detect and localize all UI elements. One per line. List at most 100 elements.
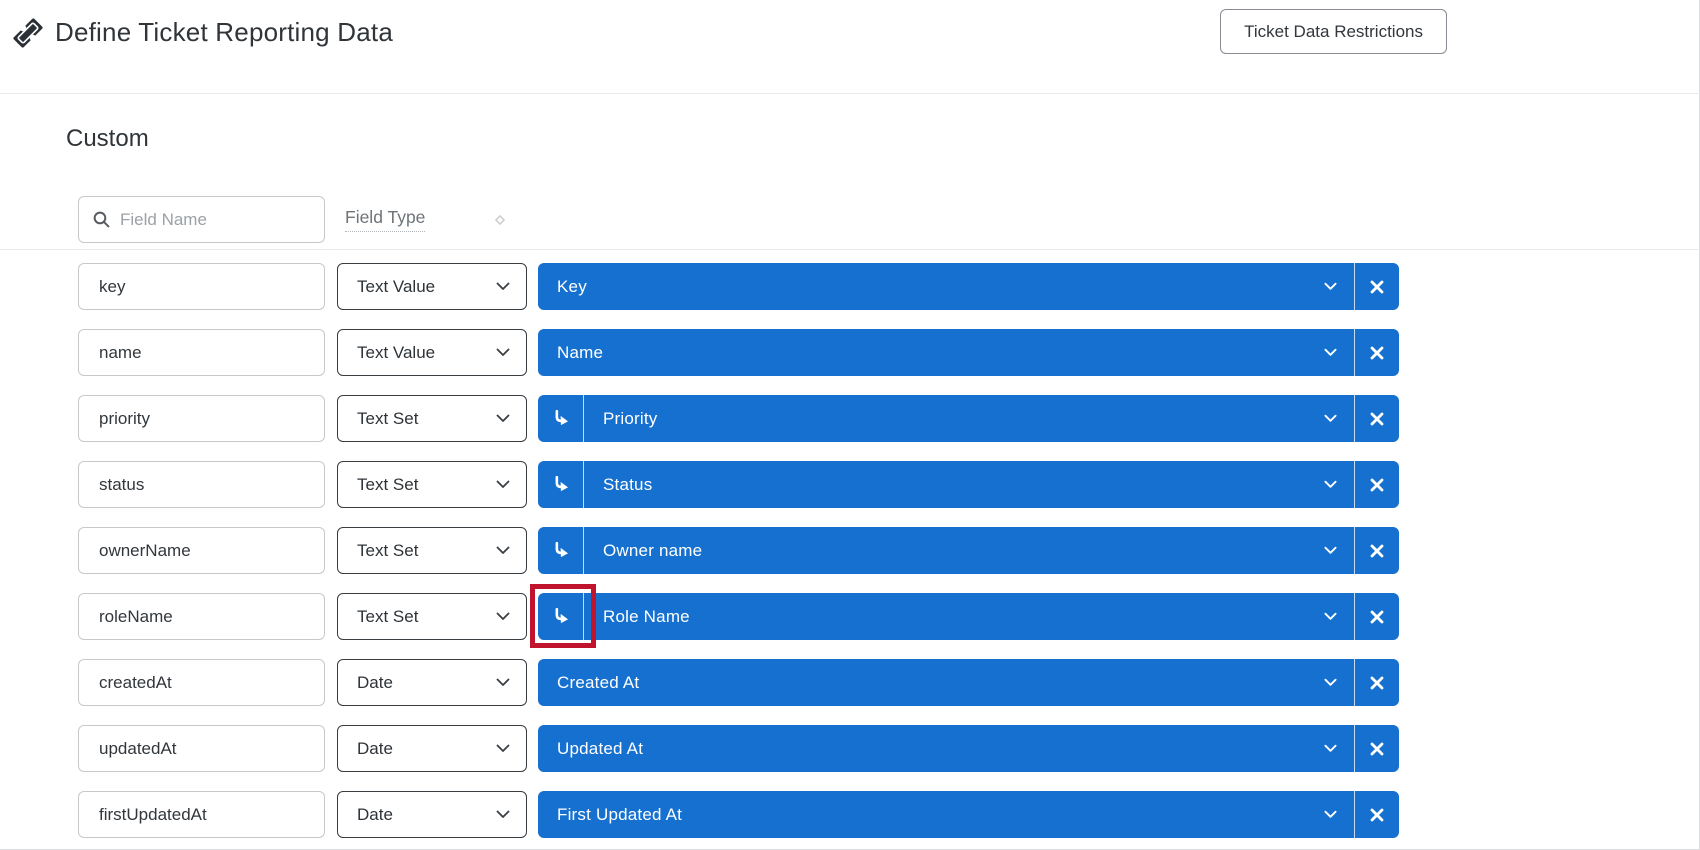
filter-divider bbox=[0, 249, 1700, 250]
field-type-value: Date bbox=[357, 804, 393, 824]
field-mapping-row: Text Set Status bbox=[78, 461, 1700, 508]
mapped-field-select[interactable]: Role Name bbox=[584, 593, 1354, 640]
field-name-search[interactable] bbox=[78, 196, 349, 243]
field-type-value: Text Value bbox=[357, 276, 436, 296]
field-name-input[interactable] bbox=[78, 527, 325, 574]
remove-mapping-button[interactable] bbox=[1354, 263, 1399, 310]
field-mapping-row: Text Value Name bbox=[78, 329, 1700, 376]
indent-arrow-icon bbox=[549, 605, 573, 629]
field-type-value: Text Set bbox=[357, 408, 419, 428]
field-type-select[interactable]: Date bbox=[337, 659, 527, 706]
remove-mapping-button[interactable] bbox=[1354, 791, 1399, 838]
indent-arrow-button[interactable] bbox=[538, 593, 584, 640]
field-name-input[interactable] bbox=[78, 329, 325, 376]
page-title: Define Ticket Reporting Data bbox=[55, 17, 393, 47]
indent-arrow-button[interactable] bbox=[538, 461, 584, 508]
mapped-field-control: First Updated At bbox=[538, 791, 1399, 838]
field-type-value: Text Value bbox=[357, 342, 436, 362]
mapped-field-label: First Updated At bbox=[557, 804, 683, 824]
mapped-field-label: Priority bbox=[603, 408, 658, 428]
field-type-select[interactable]: Date bbox=[337, 791, 527, 838]
chevron-down-icon bbox=[1324, 612, 1337, 621]
mapped-field-select[interactable]: Name bbox=[538, 329, 1354, 376]
x-icon bbox=[1369, 609, 1385, 625]
field-mapping-row: Date Updated At bbox=[78, 725, 1700, 772]
field-name-input[interactable] bbox=[78, 461, 325, 508]
chevron-down-icon bbox=[496, 678, 510, 687]
field-type-select[interactable]: Text Value bbox=[337, 263, 527, 310]
field-type-select[interactable]: Text Set bbox=[337, 461, 527, 508]
field-name-input[interactable] bbox=[78, 659, 325, 706]
field-type-value: Text Set bbox=[357, 540, 419, 560]
ticket-icon bbox=[10, 15, 46, 51]
mapped-field-control: Status bbox=[538, 461, 1399, 508]
chevron-down-icon bbox=[496, 480, 510, 489]
mapped-field-select[interactable]: Updated At bbox=[538, 725, 1354, 772]
chevron-down-icon bbox=[1324, 348, 1337, 357]
x-icon bbox=[1369, 741, 1385, 757]
remove-mapping-button[interactable] bbox=[1354, 461, 1399, 508]
mapped-field-control: Name bbox=[538, 329, 1399, 376]
field-name-input[interactable] bbox=[78, 791, 325, 838]
chevron-down-icon bbox=[496, 414, 510, 423]
mapped-field-select[interactable]: Created At bbox=[538, 659, 1354, 706]
field-type-select[interactable]: Text Set bbox=[337, 527, 527, 574]
remove-mapping-button[interactable] bbox=[1354, 659, 1399, 706]
filter-row: Field Type bbox=[78, 196, 1700, 243]
field-mapping-list: Text Value Key bbox=[0, 263, 1700, 838]
remove-mapping-button[interactable] bbox=[1354, 395, 1399, 442]
mapped-field-select[interactable]: Owner name bbox=[584, 527, 1354, 574]
chevron-down-icon bbox=[1324, 810, 1337, 819]
field-name-input[interactable] bbox=[78, 395, 325, 442]
field-type-select[interactable]: Date bbox=[337, 725, 527, 772]
field-type-filter[interactable]: Field Type bbox=[345, 207, 426, 232]
mapped-field-label: Status bbox=[603, 474, 653, 494]
field-name-input[interactable] bbox=[78, 593, 325, 640]
field-type-value: Text Set bbox=[357, 606, 419, 626]
field-name-input[interactable] bbox=[78, 725, 325, 772]
field-name-search-input[interactable] bbox=[111, 209, 349, 230]
chevron-down-icon bbox=[1324, 282, 1337, 291]
remove-mapping-button[interactable] bbox=[1354, 329, 1399, 376]
page-header: Define Ticket Reporting Data Ticket Data… bbox=[0, 0, 1700, 94]
x-icon bbox=[1369, 279, 1385, 295]
indent-arrow-icon bbox=[549, 407, 573, 431]
field-mapping-row: Text Set Owner name bbox=[78, 527, 1700, 574]
indent-arrow-button[interactable] bbox=[538, 395, 584, 442]
remove-mapping-button[interactable] bbox=[1354, 593, 1399, 640]
search-icon bbox=[92, 210, 111, 229]
field-mapping-row: Text Value Key bbox=[78, 263, 1700, 310]
chevron-down-icon bbox=[1324, 480, 1337, 489]
chevron-down-icon bbox=[1324, 744, 1337, 753]
mapped-field-select[interactable]: Key bbox=[538, 263, 1354, 310]
mapped-field-label: Created At bbox=[557, 672, 640, 692]
mapped-field-control: Owner name bbox=[538, 527, 1399, 574]
field-name-input[interactable] bbox=[78, 263, 325, 310]
field-type-select[interactable]: Text Value bbox=[337, 329, 527, 376]
chevron-down-icon bbox=[496, 810, 510, 819]
mapped-field-label: Owner name bbox=[603, 540, 703, 560]
remove-mapping-button[interactable] bbox=[1354, 527, 1399, 574]
mapped-field-control: Updated At bbox=[538, 725, 1399, 772]
mapped-field-select[interactable]: First Updated At bbox=[538, 791, 1354, 838]
diamond-icon[interactable] bbox=[493, 213, 507, 227]
ticket-data-restrictions-button[interactable]: Ticket Data Restrictions bbox=[1220, 9, 1447, 54]
field-type-value: Date bbox=[357, 672, 393, 692]
field-type-select[interactable]: Text Set bbox=[337, 593, 527, 640]
mapped-field-control: Role Name bbox=[530, 584, 1399, 648]
mapped-field-control: Key bbox=[538, 263, 1399, 310]
indent-arrow-icon bbox=[549, 539, 573, 563]
indent-arrow-button[interactable] bbox=[538, 527, 584, 574]
mapped-field-label: Key bbox=[557, 276, 587, 296]
x-icon bbox=[1369, 807, 1385, 823]
x-icon bbox=[1369, 675, 1385, 691]
mapped-field-select[interactable]: Status bbox=[584, 461, 1354, 508]
mapped-field-select[interactable]: Priority bbox=[584, 395, 1354, 442]
remove-mapping-button[interactable] bbox=[1354, 725, 1399, 772]
x-icon bbox=[1369, 345, 1385, 361]
field-type-select[interactable]: Text Set bbox=[337, 395, 527, 442]
field-mapping-row: Date First Updated At bbox=[78, 791, 1700, 838]
indent-arrow-icon bbox=[549, 473, 573, 497]
chevron-down-icon bbox=[496, 348, 510, 357]
